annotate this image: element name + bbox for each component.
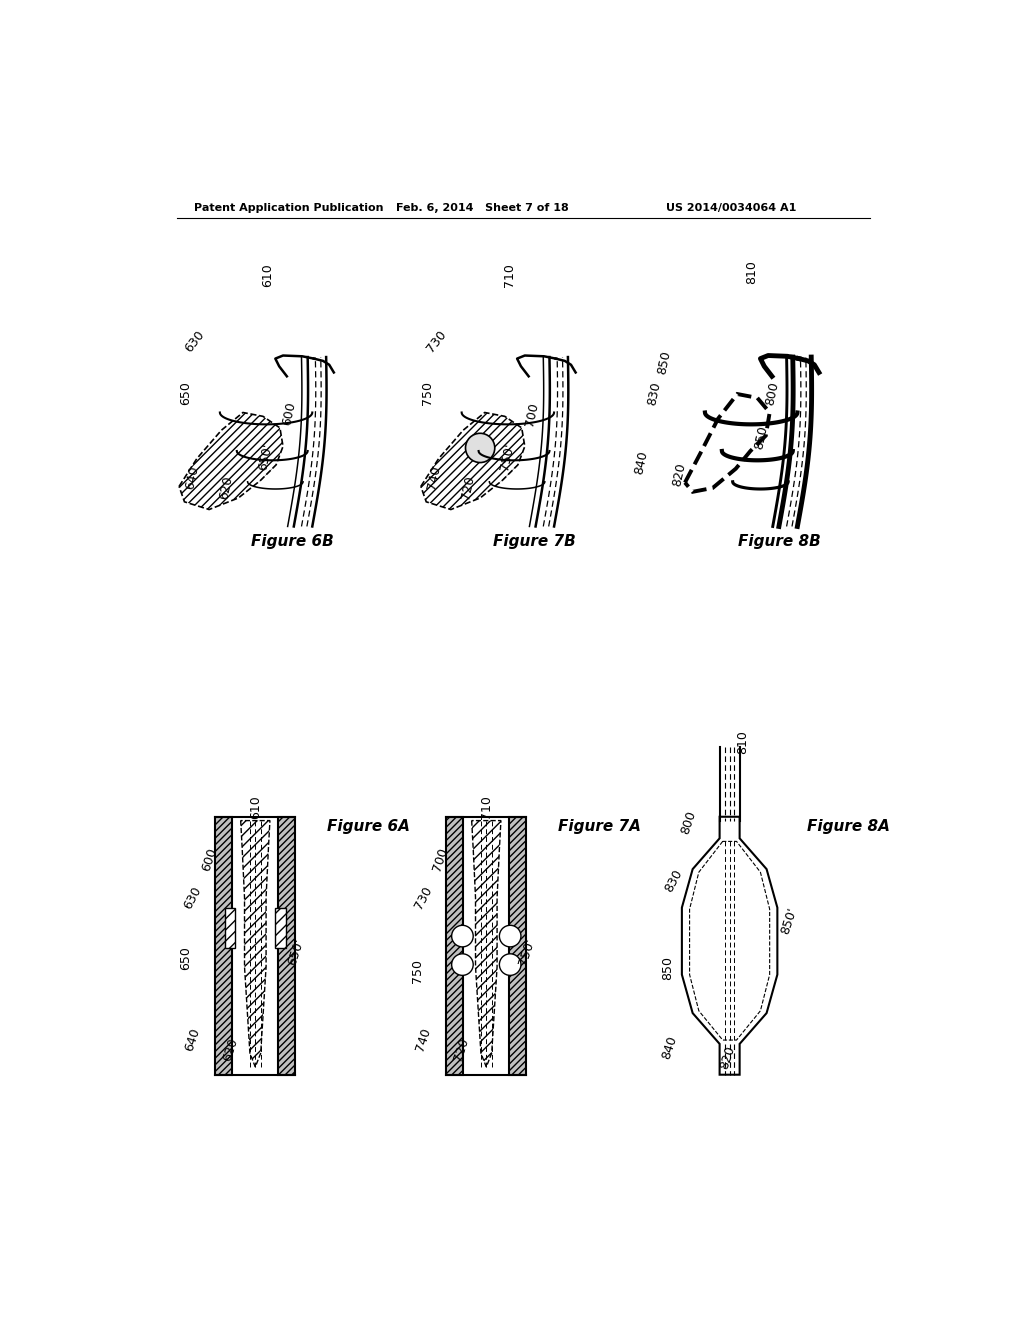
Text: 740: 740 <box>425 465 442 491</box>
Text: 700: 700 <box>523 401 541 428</box>
Text: 850': 850' <box>778 906 800 936</box>
Text: US 2014/0034064 A1: US 2014/0034064 A1 <box>666 203 796 213</box>
Text: 640: 640 <box>182 1027 202 1053</box>
Text: 620: 620 <box>217 475 234 500</box>
Polygon shape <box>509 817 526 1074</box>
Polygon shape <box>224 908 236 948</box>
Text: 610: 610 <box>261 264 274 288</box>
Text: 850: 850 <box>655 350 673 375</box>
Polygon shape <box>446 817 463 1074</box>
Text: 650': 650' <box>256 442 274 471</box>
Circle shape <box>466 433 495 462</box>
Text: Figure 6B: Figure 6B <box>251 535 334 549</box>
Text: 830: 830 <box>663 867 685 894</box>
Text: 800: 800 <box>679 809 698 836</box>
Text: 650: 650 <box>179 945 193 970</box>
Polygon shape <box>682 817 777 1074</box>
Circle shape <box>452 954 473 975</box>
Text: 600: 600 <box>281 401 298 428</box>
Text: 630: 630 <box>182 329 207 355</box>
Text: Feb. 6, 2014   Sheet 7 of 18: Feb. 6, 2014 Sheet 7 of 18 <box>396 203 569 213</box>
Text: Figure 8B: Figure 8B <box>738 535 821 549</box>
Text: 650: 650 <box>179 381 193 405</box>
Text: 730: 730 <box>412 884 434 911</box>
Text: 830: 830 <box>645 380 663 407</box>
Circle shape <box>500 925 521 946</box>
Text: 730: 730 <box>424 329 449 355</box>
Text: 700: 700 <box>430 846 450 873</box>
Text: 820: 820 <box>718 1044 737 1071</box>
Circle shape <box>452 925 473 946</box>
Text: Figure 6A: Figure 6A <box>327 820 410 834</box>
Text: 600: 600 <box>200 846 219 873</box>
Polygon shape <box>179 412 283 510</box>
Text: 850: 850 <box>662 957 675 981</box>
Text: 610: 610 <box>249 795 262 818</box>
Text: 750: 750 <box>421 381 434 405</box>
Text: 720: 720 <box>452 1036 471 1064</box>
Text: 630: 630 <box>181 884 204 911</box>
Text: 620: 620 <box>221 1036 241 1064</box>
Text: 720: 720 <box>459 475 476 502</box>
Text: 710: 710 <box>480 795 493 818</box>
Text: 640: 640 <box>183 465 201 491</box>
Text: 710: 710 <box>503 264 516 288</box>
Text: 850': 850' <box>753 421 771 450</box>
Circle shape <box>500 954 521 975</box>
Text: 740: 740 <box>414 1027 433 1053</box>
Polygon shape <box>421 412 524 510</box>
Polygon shape <box>241 821 270 1067</box>
Text: 800: 800 <box>763 380 781 407</box>
Text: 810: 810 <box>744 260 758 284</box>
Text: 750: 750 <box>411 958 424 983</box>
Text: 650': 650' <box>286 936 306 966</box>
Polygon shape <box>279 817 295 1074</box>
Text: 820: 820 <box>670 461 688 487</box>
Text: Figure 7A: Figure 7A <box>558 820 641 834</box>
Text: Figure 8A: Figure 8A <box>807 820 890 834</box>
Text: 840: 840 <box>659 1035 680 1061</box>
Text: Figure 7B: Figure 7B <box>493 535 575 549</box>
Text: 810: 810 <box>736 730 750 754</box>
Text: Patent Application Publication: Patent Application Publication <box>194 203 383 213</box>
Text: 840: 840 <box>632 450 650 475</box>
Polygon shape <box>215 817 232 1074</box>
Polygon shape <box>472 821 501 1067</box>
Text: 750': 750' <box>498 442 516 473</box>
Polygon shape <box>275 908 286 948</box>
Text: 750': 750' <box>517 936 538 966</box>
